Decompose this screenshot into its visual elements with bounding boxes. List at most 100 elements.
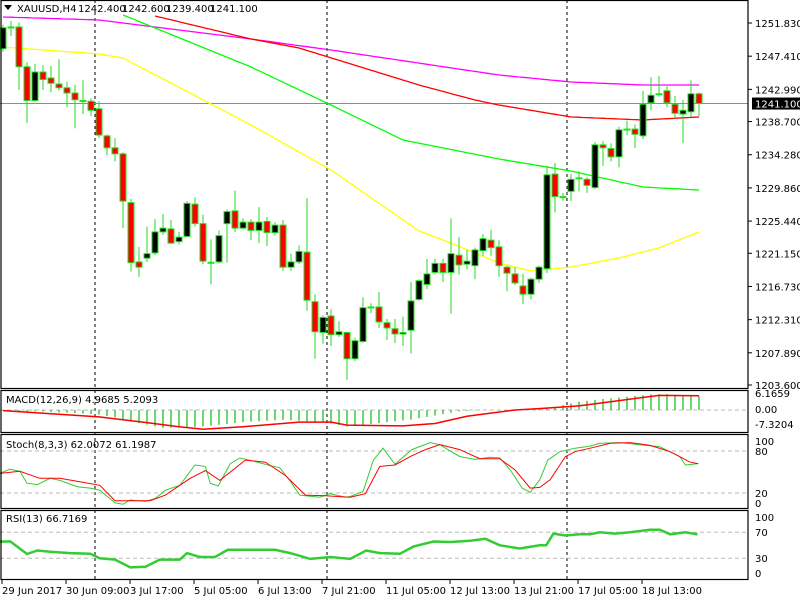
candle — [255, 207, 263, 244]
candle-body-bear — [439, 262, 447, 273]
rsi-tick-label: 0 — [755, 569, 761, 580]
candle — [327, 309, 335, 346]
candle — [639, 90, 647, 139]
time-tick-label: 7 Jul 21:00 — [322, 586, 376, 597]
rsi-tick-label: 100 — [755, 513, 774, 524]
candle-body-bull — [175, 236, 183, 243]
candle-body-bear — [71, 92, 79, 101]
candle-body-bull — [471, 249, 479, 267]
candle-body-bull — [591, 144, 599, 189]
candle — [471, 247, 479, 280]
candle-body-bull — [575, 177, 583, 180]
candle-body-bear — [39, 71, 47, 81]
candle-body-bull — [567, 178, 575, 192]
high-value: 1242.600 — [122, 4, 170, 15]
candle — [103, 134, 111, 156]
candle — [415, 279, 423, 301]
stoch-tick-label: 80 — [755, 447, 768, 458]
macd-tick-label: 0.00 — [755, 405, 777, 416]
candle — [367, 303, 375, 313]
candle — [167, 219, 175, 244]
candle — [287, 253, 295, 271]
macd-panel[interactable]: MACD(12,26,9) 4.9685 5.2093 — [0, 394, 748, 431]
candle — [207, 239, 215, 285]
panel-frame — [0, 389, 749, 434]
price-tick-label: 1247.410 — [755, 52, 800, 63]
macd-tick-label: 6.1659 — [755, 389, 790, 400]
candle-body-bear — [247, 221, 255, 231]
candle — [175, 231, 183, 245]
candle-body-bull — [151, 231, 159, 254]
candle — [679, 99, 687, 144]
candle-body-bull — [679, 109, 687, 115]
triangle-down-icon[interactable] — [4, 5, 12, 10]
candle — [151, 219, 159, 256]
price-tick-label: 1238.700 — [755, 118, 800, 129]
candle — [351, 337, 359, 361]
candle-body-bull — [639, 103, 647, 137]
candle — [399, 316, 407, 346]
ma-magenta-line — [2, 16, 699, 86]
candle — [303, 198, 311, 311]
macd-label: MACD(12,26,9) 4.9685 5.2093 — [6, 395, 158, 406]
candle-body-bear — [191, 203, 199, 225]
candle — [143, 226, 151, 262]
time-tick-label: 11 Jul 05:00 — [386, 586, 446, 597]
candle-body-bull — [255, 221, 263, 231]
candle — [695, 92, 703, 117]
candle-body-bear — [23, 66, 31, 102]
rsi-label: RSI(13) 66.7169 — [6, 514, 87, 525]
candle — [79, 80, 87, 115]
candle — [599, 141, 607, 166]
candle-body-bull — [415, 280, 423, 300]
time-tick-label: 13 Jul 21:00 — [514, 586, 574, 597]
candle-body-bear — [119, 153, 127, 202]
candle-body-bull — [319, 316, 327, 333]
candle-body-bull — [79, 100, 87, 103]
candle-body-bear — [279, 224, 287, 268]
macd-tick-label: -7.3204 — [755, 420, 794, 431]
current-price-label: 1241.100 — [755, 100, 800, 111]
candle-body-bear — [455, 254, 463, 266]
rsi-panel[interactable]: RSI(13) 66.7169 — [0, 514, 748, 569]
candle — [295, 245, 303, 265]
candle — [343, 331, 351, 380]
symbol-label: XAUUSD,H4 — [17, 4, 76, 15]
candle — [591, 141, 599, 190]
candle — [335, 321, 343, 337]
ma-yellow-line — [2, 46, 700, 272]
candle — [607, 143, 615, 162]
current-price-badge — [752, 97, 800, 110]
price-panel[interactable] — [0, 14, 748, 380]
candle — [535, 265, 543, 283]
candle-body-bear — [327, 315, 335, 336]
candle — [247, 219, 255, 241]
candle-body-bull — [271, 224, 279, 234]
candle-body-bull — [431, 262, 439, 273]
candle-body-bear — [111, 147, 119, 155]
candle-body-bull — [239, 221, 247, 229]
candle-body-bull — [615, 129, 623, 158]
candle — [127, 198, 135, 272]
candle-body-bull — [527, 278, 535, 295]
price-tick-label: 1242.990 — [755, 85, 800, 96]
candle-body-bull — [7, 26, 15, 29]
candle-body-bull — [647, 94, 655, 104]
candle-body-bear — [599, 144, 607, 149]
close-value: 1241.100 — [210, 4, 258, 15]
stochastic-panel[interactable]: Stoch(8,3,3) 62.0072 61.1987 — [0, 440, 748, 505]
candle-body-bull — [215, 235, 223, 263]
candle-body-bear — [167, 228, 175, 244]
candle — [7, 20, 15, 36]
candle-body-bear — [63, 87, 71, 94]
price-tick-label: 1207.890 — [755, 349, 800, 360]
candle — [615, 126, 623, 168]
candle — [31, 63, 39, 103]
candle — [15, 22, 23, 91]
candle — [0, 24, 7, 52]
candle-body-bear — [135, 261, 143, 268]
candle — [47, 66, 55, 93]
ma-green-line — [122, 14, 700, 191]
candle-body-bear — [231, 210, 239, 229]
